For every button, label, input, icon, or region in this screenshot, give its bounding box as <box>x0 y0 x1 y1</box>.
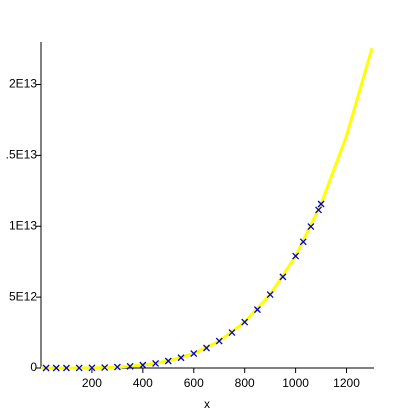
data-point <box>42 364 50 372</box>
data-point <box>307 223 315 231</box>
data-point <box>177 354 185 362</box>
data-point <box>279 273 287 281</box>
data-point <box>215 337 223 345</box>
data-point <box>75 364 83 372</box>
y-tick-label: 0 <box>30 360 37 374</box>
x-tick-label: 1000 <box>282 376 309 390</box>
data-point <box>101 364 109 372</box>
data-point <box>253 306 261 314</box>
fit-curve <box>40 47 374 370</box>
x-axis-label: x <box>204 397 210 411</box>
data-point <box>126 362 134 370</box>
data-point <box>317 200 325 208</box>
data-point <box>63 364 70 372</box>
y-tick-label: .5E13 <box>6 148 38 162</box>
y-tick-label: 5E12 <box>9 289 37 303</box>
data-point <box>228 329 236 337</box>
y-tick-label: 2E13 <box>9 77 37 91</box>
x-tick-label: 600 <box>184 376 204 390</box>
data-point <box>241 318 249 326</box>
data-point <box>113 363 121 371</box>
data-point <box>292 252 300 260</box>
data-point <box>203 344 210 352</box>
data-point <box>190 350 198 358</box>
data-point <box>88 364 96 372</box>
data-point <box>139 361 147 369</box>
data-point <box>266 291 274 299</box>
data-point <box>52 364 60 372</box>
data-point <box>315 206 322 214</box>
x-tick-label: 800 <box>235 376 255 390</box>
x-tick-label: 400 <box>133 376 153 390</box>
data-point <box>152 359 160 367</box>
x-tick-label: 200 <box>82 376 102 390</box>
x-tick-label: 1200 <box>333 376 360 390</box>
data-point <box>164 357 172 365</box>
data-point <box>299 238 307 246</box>
y-tick-label: 1E13 <box>9 218 37 232</box>
